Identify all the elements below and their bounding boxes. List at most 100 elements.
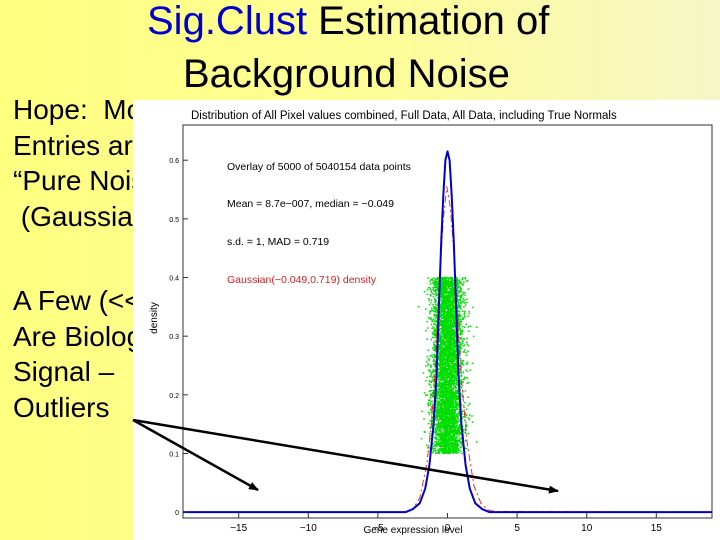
data-point	[436, 390, 438, 392]
data-point	[440, 276, 442, 279]
data-point	[442, 413, 445, 415]
data-point	[448, 369, 451, 371]
data-point	[440, 308, 443, 310]
data-point	[449, 441, 452, 443]
data-point	[448, 363, 450, 365]
data-point	[459, 289, 462, 291]
data-point	[449, 445, 452, 448]
data-point	[445, 303, 448, 306]
data-point	[441, 400, 444, 402]
data-point	[452, 298, 454, 301]
data-point	[436, 413, 438, 416]
data-point	[455, 400, 457, 402]
data-point	[426, 376, 428, 379]
data-point	[431, 319, 433, 321]
data-point	[429, 283, 432, 285]
data-point	[440, 394, 442, 396]
data-point	[443, 326, 446, 328]
data-point	[428, 369, 430, 371]
data-point	[441, 302, 444, 304]
data-point	[452, 374, 454, 377]
data-point	[431, 354, 433, 356]
data-point	[433, 345, 436, 348]
data-point	[441, 297, 444, 299]
data-point	[436, 329, 438, 331]
data-point	[434, 429, 436, 431]
data-point	[423, 290, 426, 293]
data-point	[449, 412, 451, 415]
data-point	[432, 375, 435, 378]
data-point	[442, 374, 445, 376]
data-point	[446, 391, 449, 394]
data-point	[441, 368, 444, 370]
data-point	[441, 326, 444, 328]
data-point	[446, 400, 448, 402]
data-point	[448, 291, 451, 293]
data-point	[459, 323, 462, 326]
data-point	[451, 301, 453, 303]
data-point	[463, 349, 466, 351]
data-point	[446, 356, 448, 359]
data-point	[453, 322, 455, 324]
data-point	[452, 364, 455, 367]
data-point	[455, 367, 458, 370]
data-point	[447, 281, 450, 284]
data-point	[448, 298, 451, 300]
data-point	[430, 295, 432, 297]
data-point	[425, 360, 428, 363]
data-point	[439, 343, 442, 346]
data-point	[452, 290, 454, 293]
data-point	[437, 374, 440, 377]
data-point	[448, 406, 450, 409]
data-point	[454, 377, 457, 379]
data-point	[453, 350, 455, 352]
data-point	[433, 333, 435, 335]
data-point	[434, 427, 437, 430]
data-point	[440, 287, 442, 290]
data-point	[442, 314, 444, 316]
data-point	[461, 283, 463, 286]
data-point	[453, 439, 456, 442]
data-point	[456, 279, 459, 282]
data-point	[441, 282, 443, 285]
data-point	[464, 412, 466, 414]
data-point	[445, 327, 448, 330]
data-point	[468, 330, 470, 333]
data-point	[438, 388, 440, 391]
data-point	[440, 364, 443, 366]
data-point	[444, 329, 447, 332]
data-point	[444, 406, 447, 409]
data-point	[431, 320, 433, 323]
data-point	[448, 381, 450, 383]
data-point	[444, 349, 447, 352]
data-point	[432, 359, 435, 362]
data-point	[451, 417, 454, 419]
data-point	[458, 327, 460, 330]
data-point	[433, 373, 436, 376]
data-point	[445, 367, 447, 369]
data-point	[447, 395, 449, 398]
bullet-2-line-4: Outliers	[13, 391, 110, 423]
data-point	[439, 346, 441, 349]
data-point	[440, 294, 443, 296]
data-point	[456, 294, 459, 296]
data-point	[445, 393, 448, 395]
data-point	[442, 282, 445, 285]
data-point	[440, 292, 442, 295]
data-point	[439, 340, 441, 343]
data-point	[444, 311, 447, 314]
data-point	[434, 278, 437, 281]
data-point	[440, 313, 442, 316]
data-point	[432, 368, 435, 371]
data-point	[451, 348, 453, 350]
data-point	[440, 301, 443, 303]
data-point	[462, 391, 464, 393]
data-point	[441, 288, 443, 290]
data-point	[456, 287, 459, 290]
data-point	[435, 320, 437, 323]
data-point	[440, 433, 442, 436]
data-point	[450, 339, 452, 342]
data-point	[457, 295, 460, 297]
data-point	[431, 331, 434, 334]
data-point	[454, 338, 456, 341]
